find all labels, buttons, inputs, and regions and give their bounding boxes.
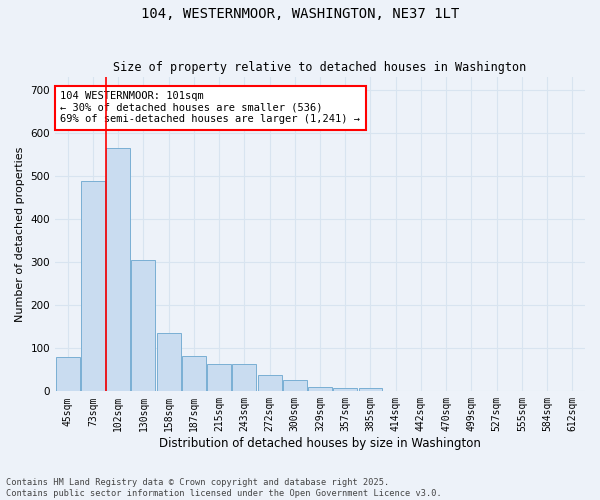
Text: 104, WESTERNMOOR, WASHINGTON, NE37 1LT: 104, WESTERNMOOR, WASHINGTON, NE37 1LT bbox=[141, 8, 459, 22]
Bar bbox=[56, 357, 80, 392]
Bar bbox=[106, 148, 130, 392]
Bar bbox=[333, 388, 357, 392]
Bar bbox=[207, 364, 231, 392]
Bar bbox=[232, 364, 256, 392]
Text: Contains HM Land Registry data © Crown copyright and database right 2025.
Contai: Contains HM Land Registry data © Crown c… bbox=[6, 478, 442, 498]
Bar bbox=[81, 181, 105, 392]
Bar bbox=[182, 356, 206, 392]
Text: 104 WESTERNMOOR: 101sqm
← 30% of detached houses are smaller (536)
69% of semi-d: 104 WESTERNMOOR: 101sqm ← 30% of detache… bbox=[61, 91, 361, 124]
Y-axis label: Number of detached properties: Number of detached properties bbox=[15, 146, 25, 322]
Bar bbox=[359, 388, 382, 392]
Bar bbox=[283, 380, 307, 392]
Title: Size of property relative to detached houses in Washington: Size of property relative to detached ho… bbox=[113, 62, 527, 74]
Bar bbox=[157, 333, 181, 392]
X-axis label: Distribution of detached houses by size in Washington: Distribution of detached houses by size … bbox=[159, 437, 481, 450]
Bar bbox=[131, 260, 155, 392]
Bar bbox=[308, 387, 332, 392]
Bar bbox=[257, 376, 281, 392]
